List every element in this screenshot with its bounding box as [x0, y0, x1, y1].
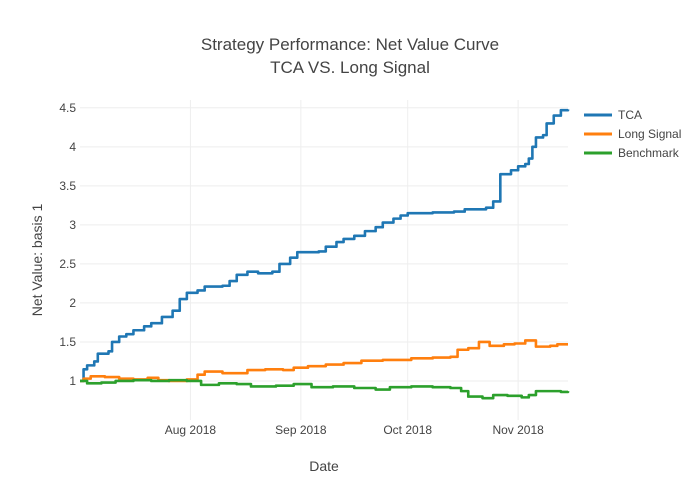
x-tick-label: Oct 2018	[383, 423, 432, 437]
legend-item-tca[interactable]: TCA	[584, 108, 642, 122]
y-tick-label: 1	[69, 374, 76, 388]
y-tick-label: 2	[69, 296, 76, 310]
series-line-long-signal	[80, 339, 568, 383]
series-line-benchmark	[80, 378, 570, 400]
y-gridlines	[80, 107, 568, 382]
series-layer	[80, 108, 570, 400]
x-tick-label: Aug 2018	[165, 423, 217, 437]
legend: TCA Long Signal Benchmark	[584, 108, 681, 160]
x-tick-label: Nov 2018	[492, 423, 544, 437]
series-line-tca	[80, 108, 570, 383]
y-tick-label: 4	[69, 140, 76, 154]
y-tick-label: 2.5	[59, 257, 76, 271]
chart-title: Strategy Performance: Net Value Curve	[201, 35, 499, 54]
legend-label: Long Signal	[618, 127, 681, 141]
legend-item-long-signal[interactable]: Long Signal	[584, 127, 681, 141]
y-tick-label: 1.5	[59, 335, 76, 349]
x-tick-label: Sep 2018	[275, 423, 327, 437]
y-axis-title: Net Value: basis 1	[29, 204, 45, 317]
y-axis-ticks: 1 1.5 2 2.5 3 3.5 4 4.5	[59, 101, 76, 388]
y-tick-label: 3.5	[59, 179, 76, 193]
legend-label: TCA	[618, 108, 642, 122]
chart-subtitle: TCA VS. Long Signal	[270, 58, 430, 77]
y-tick-label: 4.5	[59, 101, 76, 115]
legend-item-benchmark[interactable]: Benchmark	[584, 146, 680, 160]
x-axis-ticks: Aug 2018 Sep 2018 Oct 2018 Nov 2018	[165, 423, 544, 437]
y-tick-label: 3	[69, 218, 76, 232]
x-axis-title: Date	[309, 458, 339, 474]
legend-label: Benchmark	[618, 146, 680, 160]
